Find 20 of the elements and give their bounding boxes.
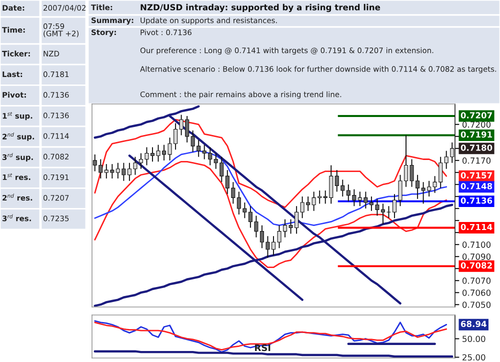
ref-line-label: 0.7136	[460, 197, 492, 204]
y-tick-label: 0.7060	[462, 290, 491, 296]
y-tick-label: 0.7070	[462, 278, 491, 284]
text: 0.7157	[460, 172, 492, 178]
y-tick-label: 50.00	[462, 336, 486, 342]
ref-line-label: 0.7082	[460, 262, 492, 269]
ref-line-label: 0.7191	[460, 131, 492, 138]
ref-line-label: 0.7114	[460, 224, 492, 230]
y-tick-label: 0.7050	[462, 302, 491, 308]
annotation: RSI	[255, 344, 270, 352]
y-tick-label: 25.00	[462, 354, 486, 361]
text: 68.94	[460, 320, 486, 328]
text: 0.7180	[460, 144, 492, 151]
y-tick-label: 0.7200	[462, 121, 491, 128]
y-tick-label: 0.7090	[462, 254, 491, 260]
y-tick-label: 0.7170	[462, 157, 491, 164]
y-tick-label: 0.7100	[462, 242, 491, 248]
ref-line-label: 0.7207	[460, 112, 492, 118]
text: 0.7148	[460, 182, 492, 190]
chart-title: NZD/USD intraday: supported by a rising trend line	[140, 4, 380, 12]
